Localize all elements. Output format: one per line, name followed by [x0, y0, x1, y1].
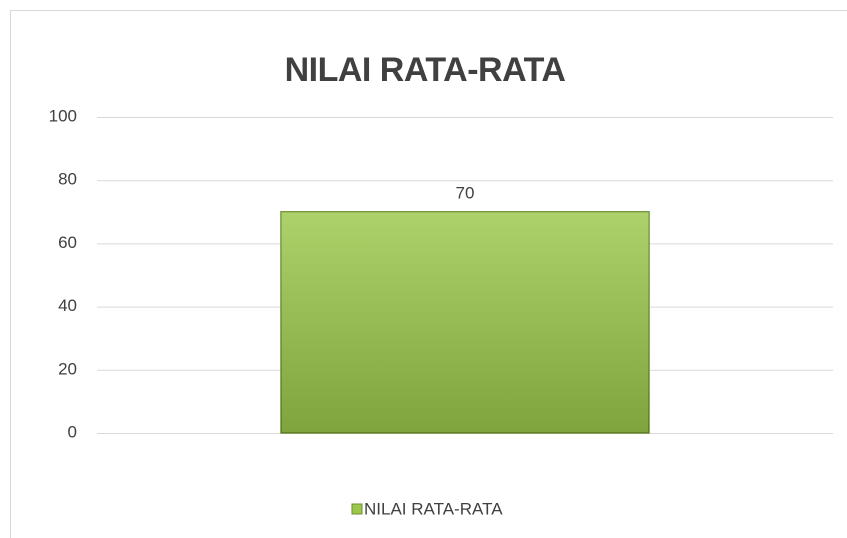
- y-tick-label: 20: [58, 359, 77, 378]
- legend-swatch: [351, 503, 363, 515]
- y-tick-label: 100: [49, 106, 77, 125]
- y-tick-label: 40: [58, 296, 77, 315]
- chart-title: NILAI RATA-RATA: [285, 51, 566, 89]
- bar: [280, 211, 650, 434]
- data-label: 70: [456, 183, 475, 202]
- y-tick-label: 60: [58, 233, 77, 252]
- y-tick-label: 0: [68, 422, 77, 441]
- legend-label: NILAI RATA-RATA: [364, 499, 503, 518]
- y-tick-label: 80: [58, 170, 77, 189]
